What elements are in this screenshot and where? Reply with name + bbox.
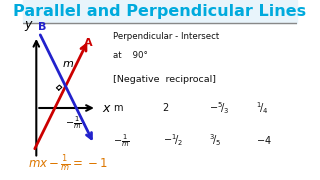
Text: $-4$: $-4$	[256, 134, 272, 146]
Text: [Negative  reciprocal]: [Negative reciprocal]	[113, 75, 216, 84]
Text: $-\frac{1}{m}$: $-\frac{1}{m}$	[65, 115, 82, 131]
Text: m: m	[62, 59, 73, 69]
Text: B: B	[38, 22, 46, 32]
Text: m: m	[113, 103, 123, 113]
Text: x: x	[102, 102, 110, 114]
Text: Parallel and Perpendicular Lines: Parallel and Perpendicular Lines	[13, 4, 307, 19]
Text: at    90°: at 90°	[113, 51, 148, 60]
Text: A: A	[84, 38, 93, 48]
Text: $mx - \frac{1}{m} = -1$: $mx - \frac{1}{m} = -1$	[28, 154, 108, 174]
Text: $^3\!/_5$: $^3\!/_5$	[210, 133, 222, 148]
Text: Perpendicular - Intersect: Perpendicular - Intersect	[113, 31, 220, 40]
Text: $^1\!/_4$: $^1\!/_4$	[256, 100, 269, 116]
Text: $-^5\!/_3$: $-^5\!/_3$	[210, 100, 230, 116]
Text: y: y	[24, 18, 32, 31]
Text: 2: 2	[163, 103, 169, 113]
Text: $-^1\!/_2$: $-^1\!/_2$	[163, 133, 183, 148]
Text: $-\frac{1}{m}$: $-\frac{1}{m}$	[113, 132, 130, 149]
Bar	[23, 0, 297, 23]
